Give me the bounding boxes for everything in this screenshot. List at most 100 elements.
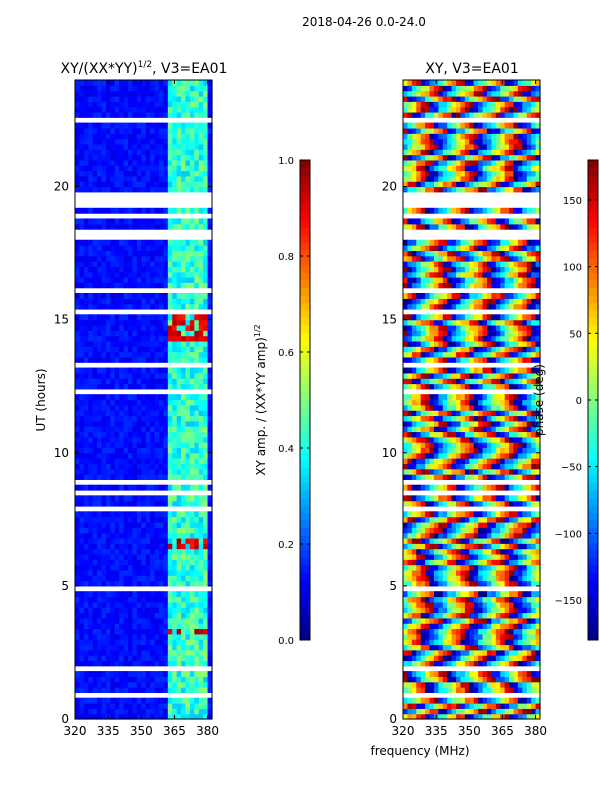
heatmap-cell	[478, 676, 484, 683]
heatmap-cell	[136, 468, 142, 475]
heatmap-cell	[83, 516, 89, 523]
heatmap-cell	[451, 463, 457, 470]
heatmap-cell	[128, 181, 134, 188]
heatmap-cell	[189, 415, 195, 422]
heatmap-cell	[110, 617, 116, 624]
heatmap-cell	[158, 655, 164, 662]
heatmap-cell	[141, 644, 147, 651]
heatmap-cell	[79, 143, 85, 150]
heatmap-cell	[500, 495, 506, 502]
heatmap-cell	[97, 410, 103, 417]
heatmap-cell	[420, 548, 426, 555]
heatmap-cell	[154, 85, 160, 92]
heatmap-cell	[203, 101, 209, 108]
heatmap-cell	[167, 218, 173, 225]
heatmap-cell	[491, 575, 497, 582]
heatmap-cell	[154, 537, 160, 544]
heatmap-cell	[522, 458, 528, 464]
heatmap-cell	[114, 293, 120, 299]
heatmap-cell	[176, 676, 182, 683]
heatmap-cell	[158, 207, 164, 214]
heatmap-cell	[97, 271, 103, 278]
heatmap-cell	[433, 447, 439, 454]
heatmap-cell	[163, 133, 169, 140]
heatmap-cell	[416, 527, 422, 534]
heatmap-cell	[491, 601, 497, 608]
heatmap-cell	[136, 532, 142, 539]
heatmap-cell	[92, 617, 98, 624]
heatmap-cell	[110, 564, 116, 571]
heatmap-cell	[88, 644, 94, 651]
heatmap-cell	[442, 468, 448, 475]
heatmap-cell	[158, 383, 164, 390]
heatmap-cell	[509, 442, 515, 449]
heatmap-cell	[411, 591, 417, 598]
heatmap-cell	[478, 639, 484, 646]
heatmap-cell	[500, 458, 506, 464]
heatmap-cell	[469, 426, 475, 433]
heatmap-cell	[189, 660, 195, 667]
heatmap-cell	[88, 564, 94, 571]
heatmap-cell	[176, 303, 182, 310]
heatmap-cell	[105, 500, 111, 507]
heatmap-cell	[101, 628, 107, 635]
heatmap-cell	[167, 436, 173, 443]
heatmap-cell	[105, 154, 111, 161]
heatmap-cell	[469, 537, 475, 544]
heatmap-cell	[513, 474, 519, 480]
heatmap-cell	[203, 404, 209, 411]
heatmap-cell	[456, 511, 462, 518]
heatmap-cell	[150, 394, 156, 401]
heatmap-cell	[128, 404, 134, 411]
heatmap-cell	[513, 569, 519, 576]
heatmap-cell	[83, 671, 89, 677]
heatmap-cell	[447, 559, 453, 566]
heatmap-cell	[513, 655, 519, 662]
heatmap-cell	[464, 532, 470, 539]
heatmap-cell	[176, 713, 182, 720]
heatmap-cell	[522, 431, 528, 438]
heatmap-cell	[92, 628, 98, 635]
heatmap-cell	[517, 436, 523, 443]
heatmap-cell	[123, 521, 129, 528]
heatmap-cell	[181, 426, 187, 433]
heatmap-cell	[456, 436, 462, 443]
heatmap-cell	[132, 452, 138, 459]
heatmap-cell	[194, 607, 200, 614]
heatmap-cell	[92, 127, 98, 134]
heatmap-cell	[181, 80, 187, 86]
heatmap-cell	[92, 474, 98, 480]
heatmap-cell	[141, 697, 147, 704]
heatmap-cell	[88, 340, 94, 347]
heatmap-cell	[526, 420, 532, 427]
heatmap-cell	[442, 623, 448, 630]
heatmap-cell	[416, 633, 422, 640]
heatmap-cell	[429, 607, 435, 614]
heatmap-cell	[482, 553, 488, 560]
heatmap-cell	[114, 639, 120, 646]
heatmap-cell	[101, 101, 107, 108]
heatmap-cell	[88, 484, 94, 491]
heatmap-cell	[189, 149, 195, 156]
heatmap-cell	[158, 559, 164, 566]
heatmap-cell	[207, 436, 213, 443]
heatmap-cell	[189, 303, 195, 310]
heatmap-cell	[136, 404, 142, 411]
heatmap-cell	[79, 303, 85, 310]
heatmap-cell	[504, 410, 510, 417]
heatmap-cell	[509, 639, 515, 646]
heatmap-cell	[531, 591, 537, 598]
heatmap-cell	[158, 660, 164, 667]
heatmap-cell	[123, 218, 129, 225]
heatmap-cell	[158, 713, 164, 720]
heatmap-cell	[158, 122, 164, 129]
heatmap-cell	[185, 559, 191, 566]
heatmap-cell	[110, 367, 116, 374]
heatmap-cell	[88, 138, 94, 145]
heatmap-cell	[150, 527, 156, 534]
heatmap-cell	[123, 106, 129, 113]
heatmap-cell	[123, 580, 129, 587]
heatmap-cell	[473, 559, 479, 566]
heatmap-cell	[172, 122, 178, 129]
heatmap-cell	[150, 218, 156, 225]
